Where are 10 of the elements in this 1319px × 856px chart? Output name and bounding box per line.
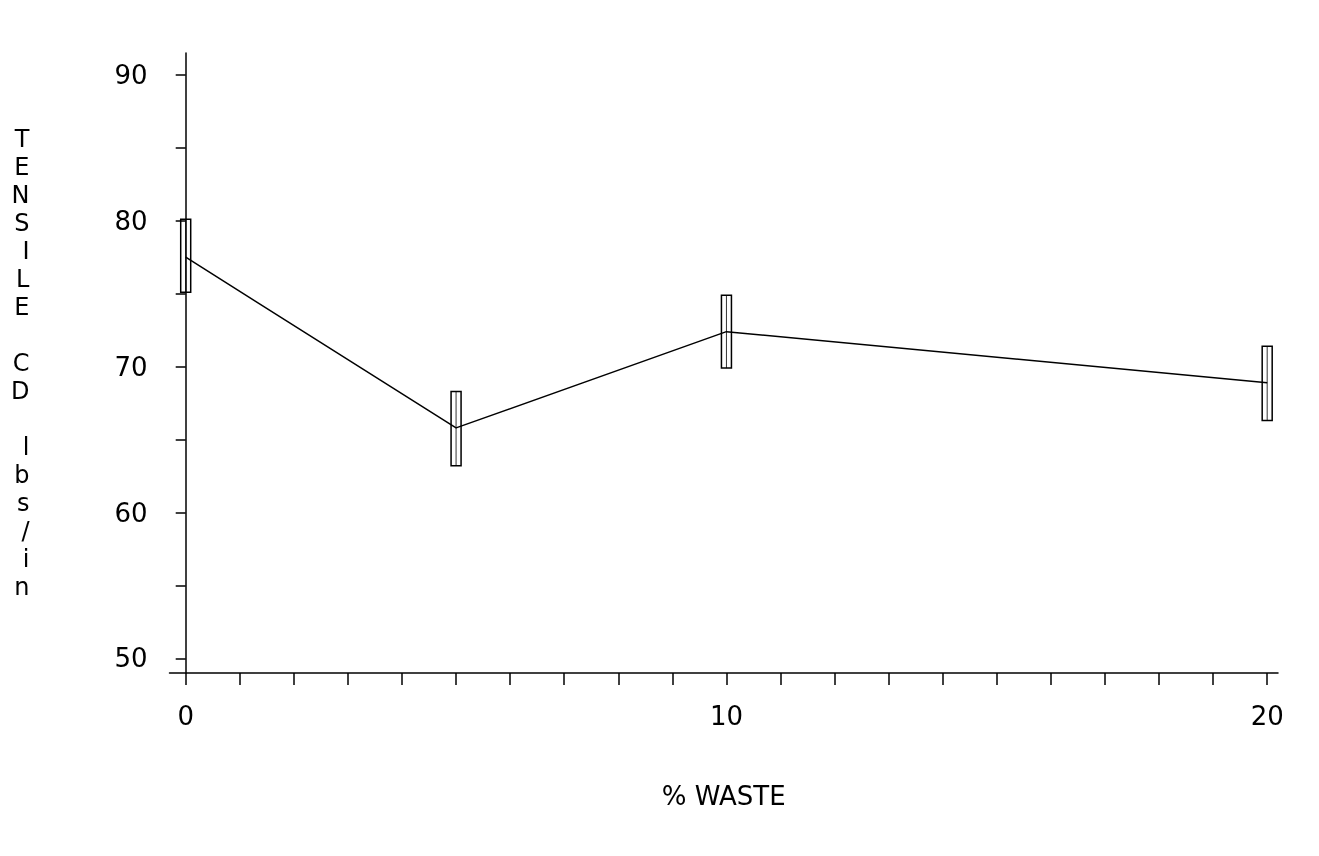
y-tick-label: 80 [114, 205, 148, 236]
y-tick-label: 90 [114, 59, 148, 90]
x-tick-label: 0 [177, 701, 194, 731]
x-tick-label: 20 [1250, 701, 1284, 731]
y-tick-label: 60 [114, 497, 148, 528]
text: TENSILE CD lbs/in [11, 125, 30, 601]
y-tick-label: 50 [114, 643, 148, 674]
x-axis-title: % WASTE [661, 781, 786, 811]
y-tick-label: 70 [114, 351, 148, 382]
x-tick-label: 10 [709, 701, 743, 731]
